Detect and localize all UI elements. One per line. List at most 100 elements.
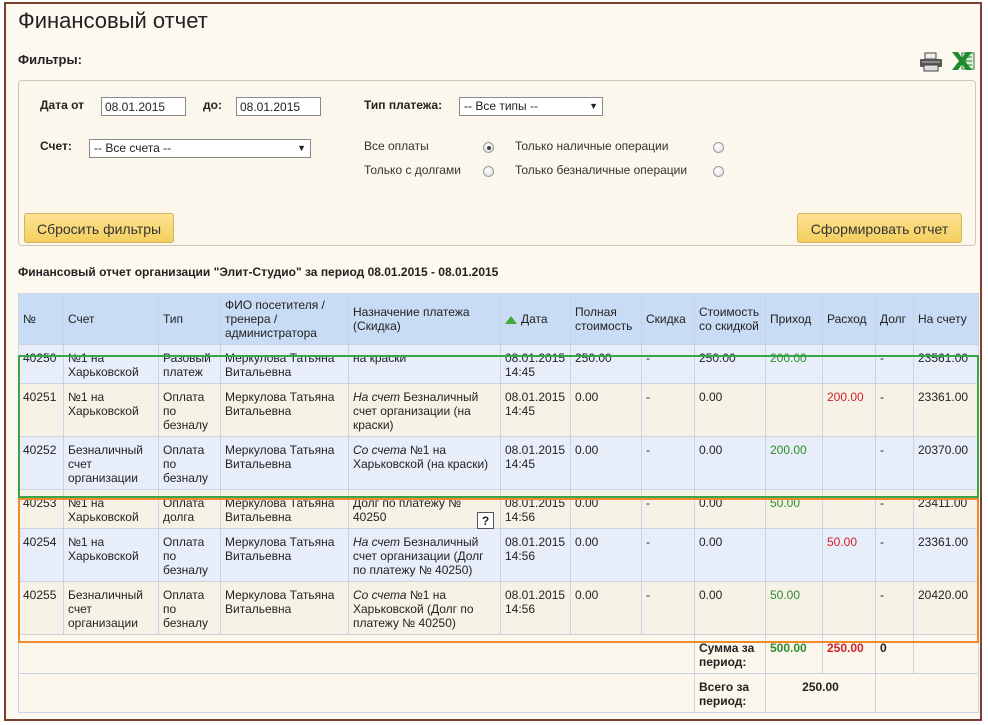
cell-balance: 20370.00	[913, 436, 979, 490]
sum-row: Сумма за период: 500.00 250.00 0	[18, 634, 979, 674]
cell-account: №1 на Харьковской	[63, 344, 159, 384]
total-value: 250.00	[765, 673, 876, 713]
sum-empty	[913, 634, 979, 674]
cell-date: 08.01.2015 14:45	[500, 344, 571, 384]
cell-income	[765, 383, 823, 437]
col-header-person[interactable]: ФИО посетителя / тренера / администратор…	[220, 293, 349, 345]
cell-num: 40253	[18, 489, 64, 529]
payment-type-select[interactable]: -- Все типы -- ▼	[459, 97, 603, 116]
reset-filters-button[interactable]: Сбросить фильтры	[24, 213, 174, 243]
cell-balance: 23561.00	[913, 344, 979, 384]
cell-expense: 200.00	[822, 383, 876, 437]
radio-noncash-only-label: Только безналичные операции	[515, 163, 688, 177]
cell-debt: -	[875, 436, 914, 490]
table-row[interactable]: 40252 Безналичный счет организации Оплата …	[18, 436, 979, 490]
cell-discounted-cost: 0.00	[694, 436, 766, 490]
cell-expense	[822, 581, 876, 635]
date-to-label: до:	[203, 98, 222, 112]
date-from-label: Дата от	[40, 98, 85, 112]
cell-discount: -	[641, 489, 695, 529]
cell-account: Безналичный счет организации	[63, 436, 159, 490]
cell-num: 40251	[18, 383, 64, 437]
payment-type-label: Тип платежа:	[364, 98, 443, 112]
col-header-num[interactable]: №	[18, 293, 64, 345]
table-row[interactable]: 40255 Безналичный счет организации Оплата …	[18, 581, 979, 635]
cell-debt: -	[875, 344, 914, 384]
cell-date: 08.01.2015 14:45	[500, 383, 571, 437]
cell-date: 08.01.2015 14:45	[500, 436, 571, 490]
cell-income: 200.00	[765, 436, 823, 490]
date-to-input[interactable]: 08.01.2015	[236, 97, 321, 116]
cell-num: 40250	[18, 344, 64, 384]
sum-income: 500.00	[765, 634, 823, 674]
page-title: Финансовый отчет	[18, 8, 208, 33]
col-header-discounted-cost[interactable]: Стоимость со скидкой	[694, 293, 766, 345]
table-row[interactable]: 40253 №1 на Харьковской Оплата долга Меркул…	[18, 489, 979, 529]
cell-full-cost: 0.00	[570, 489, 642, 529]
cell-discounted-cost: 0.00	[694, 383, 766, 437]
cell-expense	[822, 436, 876, 490]
printer-icon[interactable]	[919, 52, 943, 72]
table-row[interactable]: 40254 №1 на Харьковской Оплата по безналу М…	[18, 528, 979, 582]
cell-person: Меркулова Татьяна Витальевна	[220, 581, 349, 635]
col-header-balance[interactable]: На счету	[913, 293, 979, 345]
cell-balance: 20420.00	[913, 581, 979, 635]
cell-date: 08.01.2015 14:56	[500, 528, 571, 582]
cell-income: 50.00	[765, 489, 823, 529]
cell-type: Оплата по безналу	[158, 581, 221, 635]
cell-expense: 50.00	[822, 528, 876, 582]
table-row[interactable]: 40251 №1 на Харьковской Оплата по безналу М…	[18, 383, 979, 437]
cell-type: Оплата по безналу	[158, 528, 221, 582]
col-header-discount[interactable]: Скидка	[641, 293, 695, 345]
col-header-purpose[interactable]: Назначение платежа (Скидка)	[348, 293, 501, 345]
cell-income: 50.00	[765, 581, 823, 635]
radio-cash-only[interactable]	[713, 142, 724, 153]
help-icon[interactable]: ?	[477, 512, 494, 529]
cell-debt: -	[875, 383, 914, 437]
account-select[interactable]: -- Все счета -- ▼	[89, 139, 311, 158]
cell-date: 08.01.2015 14:56	[500, 581, 571, 635]
cell-person: Меркулова Татьяна Витальевна	[220, 436, 349, 490]
dropdown-arrow-icon: ▼	[589, 101, 598, 111]
radio-noncash-only[interactable]	[713, 166, 724, 177]
purpose-text: на краски	[353, 351, 407, 365]
purpose-text: №1 на Харьковской (на краски)	[353, 443, 489, 471]
total-spacer	[18, 673, 695, 713]
cell-purpose: На счет Безналичный счет организации (на…	[348, 383, 501, 437]
col-header-date-label: Дата	[521, 312, 548, 326]
purpose-text: Долг по платежу № 40250	[353, 496, 462, 524]
cell-balance: 23361.00	[913, 383, 979, 437]
cell-income: 200.00	[765, 344, 823, 384]
col-header-type[interactable]: Тип	[158, 293, 221, 345]
excel-icon[interactable]	[951, 50, 975, 72]
radio-with-debts[interactable]	[483, 166, 494, 177]
cell-full-cost: 250.00	[570, 344, 642, 384]
table-row[interactable]: 40250 №1 на Харьковской Разовый платеж Мерк…	[18, 344, 979, 384]
total-row: Всего за период: 250.00	[18, 673, 979, 713]
cell-num: 40255	[18, 581, 64, 635]
radio-all-payments[interactable]	[483, 142, 494, 153]
cell-discount: -	[641, 436, 695, 490]
total-label: Всего за период:	[694, 673, 766, 713]
date-from-input[interactable]: 08.01.2015	[101, 97, 186, 116]
cell-discounted-cost: 0.00	[694, 489, 766, 529]
account-value: -- Все счета --	[94, 141, 172, 155]
cell-full-cost: 0.00	[570, 383, 642, 437]
col-header-account[interactable]: Счет	[63, 293, 159, 345]
radio-cash-only-label: Только наличные операции	[515, 139, 669, 153]
cell-full-cost: 0.00	[570, 581, 642, 635]
cell-full-cost: 0.00	[570, 436, 642, 490]
purpose-prefix: На счет	[353, 390, 401, 404]
generate-report-button[interactable]: Сформировать отчет	[797, 213, 962, 243]
col-header-expense[interactable]: Расход	[822, 293, 876, 345]
sort-ascending-icon	[505, 315, 517, 324]
col-header-date[interactable]: Дата	[500, 293, 571, 345]
cell-debt: -	[875, 528, 914, 582]
cell-purpose: Со счета №1 на Харьковской (на краски)	[348, 436, 501, 490]
col-header-debt[interactable]: Долг	[875, 293, 914, 345]
cell-income	[765, 528, 823, 582]
col-header-full-cost[interactable]: Полная стоимость	[570, 293, 642, 345]
col-header-income[interactable]: Приход	[765, 293, 823, 345]
cell-discount: -	[641, 344, 695, 384]
purpose-prefix: Со счета	[353, 588, 407, 602]
